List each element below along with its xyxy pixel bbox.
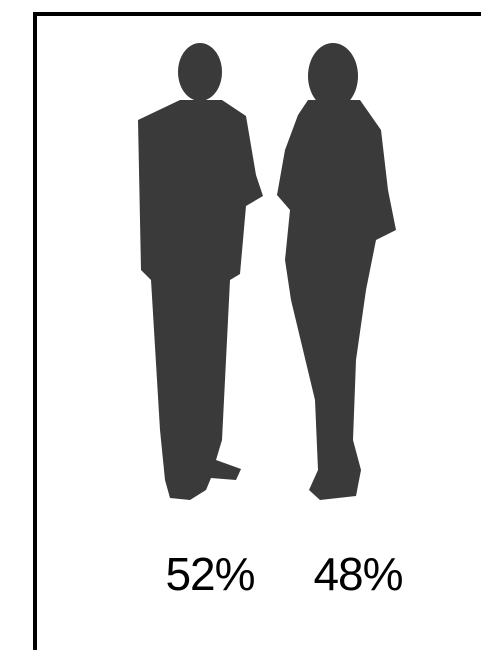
- male-percentage: 52%: [165, 548, 254, 600]
- infographic: 52% 48%: [0, 0, 481, 650]
- female-silhouette: [277, 43, 396, 500]
- page: 52% 48% (() => { const data = JSON.parse…: [0, 0, 481, 650]
- male-silhouette: [138, 43, 263, 500]
- female-percentage: 48%: [313, 548, 402, 600]
- frame-border: [35, 14, 481, 650]
